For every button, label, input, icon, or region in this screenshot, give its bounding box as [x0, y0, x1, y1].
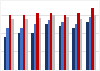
Bar: [80, 19, 82, 70]
Bar: [59, 26, 61, 70]
Bar: [4, 37, 6, 70]
Bar: [11, 19, 14, 70]
Bar: [48, 20, 50, 70]
Bar: [94, 15, 96, 70]
Bar: [9, 15, 11, 70]
Bar: [18, 33, 20, 70]
Bar: [36, 13, 39, 70]
Bar: [89, 17, 91, 70]
Bar: [64, 15, 66, 70]
Bar: [45, 24, 48, 70]
Bar: [72, 28, 75, 70]
Bar: [61, 22, 64, 70]
Bar: [50, 13, 52, 70]
Bar: [66, 17, 69, 70]
Bar: [75, 24, 77, 70]
Bar: [20, 28, 23, 70]
Bar: [31, 33, 34, 70]
Bar: [23, 15, 25, 70]
Bar: [91, 8, 94, 70]
Bar: [34, 24, 36, 70]
Bar: [25, 19, 28, 70]
Bar: [39, 18, 41, 70]
Bar: [86, 22, 89, 70]
Bar: [52, 15, 55, 70]
Bar: [77, 13, 80, 70]
Bar: [6, 28, 9, 70]
